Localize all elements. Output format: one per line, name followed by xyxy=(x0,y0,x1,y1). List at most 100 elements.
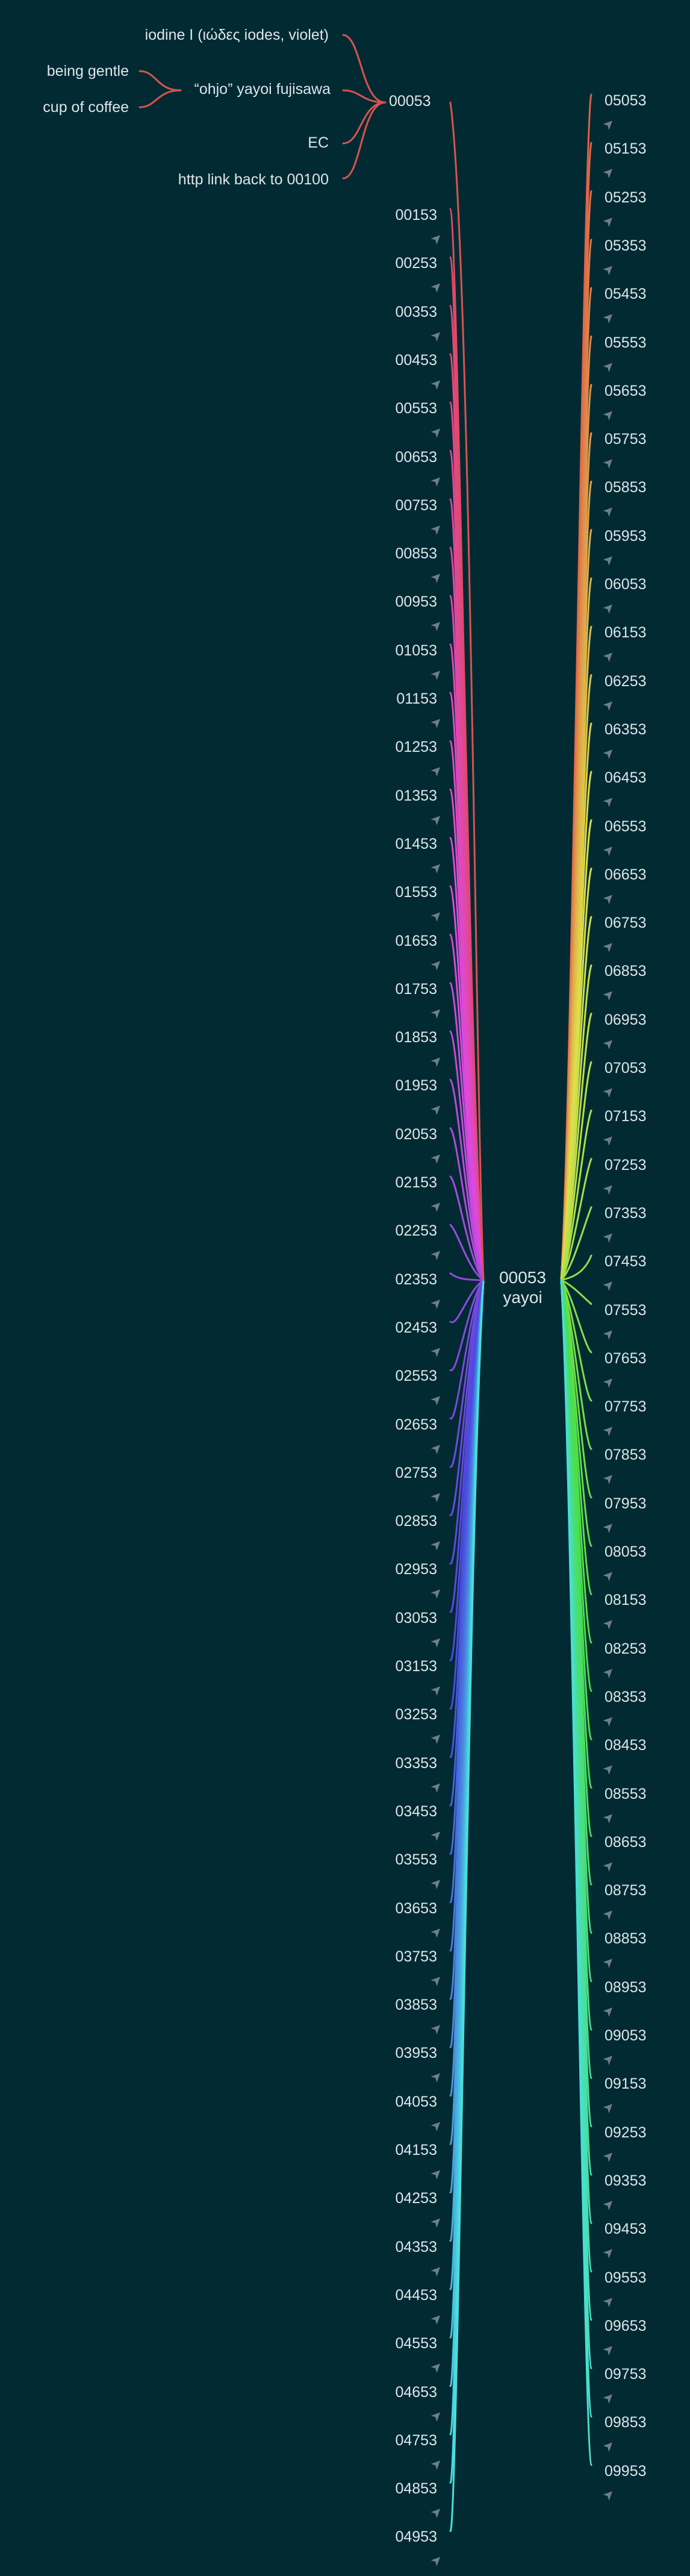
left-node-label[interactable]: 00353 xyxy=(395,303,437,320)
right-node-label[interactable]: 07253 xyxy=(605,1156,647,1174)
left-node-label[interactable]: 01853 xyxy=(395,1029,437,1046)
right-node-label[interactable]: 06453 xyxy=(605,769,647,787)
right-node-label[interactable]: 08953 xyxy=(605,1978,647,1996)
right-node-label[interactable]: 07753 xyxy=(605,1398,647,1416)
right-node-label[interactable]: 06153 xyxy=(605,624,647,642)
right-node-label[interactable]: 05353 xyxy=(605,237,647,254)
right-node-label[interactable]: 07153 xyxy=(605,1108,647,1125)
left-node-label[interactable]: 01953 xyxy=(395,1077,437,1095)
left-node-label[interactable]: 04153 xyxy=(395,2142,437,2159)
right-node-label[interactable]: 08553 xyxy=(605,1785,647,1802)
left-node-label[interactable]: 01553 xyxy=(395,884,437,901)
right-node-label[interactable]: 07953 xyxy=(605,1495,647,1512)
right-node-label[interactable]: 09853 xyxy=(605,2414,647,2431)
left-node-label[interactable]: 02853 xyxy=(395,1513,437,1530)
left-node-label[interactable]: 02153 xyxy=(395,1174,437,1191)
left-node-label[interactable]: 02653 xyxy=(395,1416,437,1433)
left-node-label[interactable]: 04353 xyxy=(395,2238,437,2256)
right-node-label[interactable]: 09453 xyxy=(605,2221,647,2238)
left-node-label[interactable]: 02553 xyxy=(395,1368,437,1385)
right-node-label[interactable]: 05553 xyxy=(605,334,647,351)
left-node-label[interactable]: 00553 xyxy=(395,400,437,417)
right-node-label[interactable]: 05053 xyxy=(605,92,647,109)
right-node-label[interactable]: 08653 xyxy=(605,1833,647,1851)
right-node-label[interactable]: 09253 xyxy=(605,2124,647,2141)
left-node-label[interactable]: 02253 xyxy=(395,1222,437,1240)
left-node-label[interactable]: 03353 xyxy=(395,1754,437,1772)
left-node-label[interactable]: 02053 xyxy=(395,1125,437,1143)
right-node-label[interactable]: 06053 xyxy=(605,576,647,593)
right-node-label[interactable]: 05153 xyxy=(605,140,647,158)
right-node-label[interactable]: 05753 xyxy=(605,431,647,448)
right-node-label[interactable]: 07853 xyxy=(605,1446,647,1464)
right-node-label[interactable]: 06953 xyxy=(605,1011,647,1028)
left-node-label[interactable]: 00253 xyxy=(395,255,437,272)
right-node-label[interactable]: 09653 xyxy=(605,2317,647,2334)
right-node-label[interactable]: 05853 xyxy=(605,479,647,496)
left-node-label[interactable]: 02953 xyxy=(395,1561,437,1578)
right-node-label[interactable]: 06753 xyxy=(605,914,647,932)
left-node-label[interactable]: 03753 xyxy=(395,1948,437,1965)
left-node-label[interactable]: 01353 xyxy=(395,787,437,804)
right-node-label[interactable]: 08753 xyxy=(605,1882,647,1899)
left-node-label[interactable]: 01053 xyxy=(395,642,437,659)
left-node-label[interactable]: 03853 xyxy=(395,1996,437,2014)
right-node-label[interactable]: 07553 xyxy=(605,1301,647,1319)
left-node-label[interactable]: 01653 xyxy=(395,932,437,949)
right-node-label[interactable]: 06253 xyxy=(605,672,647,690)
right-node-label[interactable]: 06553 xyxy=(605,818,647,835)
right-node-label[interactable]: 06853 xyxy=(605,963,647,980)
right-node-label[interactable]: 09753 xyxy=(605,2366,647,2383)
left-node-label[interactable]: 00153 xyxy=(395,207,437,224)
right-node-label[interactable]: 08053 xyxy=(605,1543,647,1560)
right-node-label[interactable]: 08253 xyxy=(605,1640,647,1657)
left-node-label[interactable]: 03053 xyxy=(395,1609,437,1627)
right-node-label[interactable]: 08353 xyxy=(605,1688,647,1705)
right-node-label[interactable]: 09053 xyxy=(605,2027,647,2044)
left-node-label[interactable]: 03253 xyxy=(395,1706,437,1724)
left-node-label[interactable]: 03953 xyxy=(395,2045,437,2062)
left-node-label[interactable]: 04253 xyxy=(395,2190,437,2207)
right-node-label[interactable]: 09553 xyxy=(605,2269,647,2286)
right-node-label[interactable]: 09953 xyxy=(605,2462,647,2480)
left-node-label[interactable]: 04553 xyxy=(395,2335,437,2352)
left-node-label[interactable]: 03553 xyxy=(395,1851,437,1869)
left-node-label[interactable]: 04653 xyxy=(395,2383,437,2401)
left-node-label[interactable]: 01453 xyxy=(395,835,437,852)
left-node-label[interactable]: 04753 xyxy=(395,2431,437,2449)
left-node-label[interactable]: 00453 xyxy=(395,351,437,369)
left-node-label[interactable]: 00853 xyxy=(395,545,437,563)
right-node-label[interactable]: 09353 xyxy=(605,2172,647,2189)
right-node-label[interactable]: 08853 xyxy=(605,1930,647,1948)
left-node-label[interactable]: 00653 xyxy=(395,448,437,466)
right-node-label[interactable]: 08153 xyxy=(605,1592,647,1609)
left-node-label[interactable]: 02353 xyxy=(395,1271,437,1288)
left-node-label[interactable]: 04953 xyxy=(395,2528,437,2546)
right-node-label[interactable]: 07653 xyxy=(605,1349,647,1367)
right-node-label[interactable]: 05953 xyxy=(605,527,647,545)
right-node-label[interactable]: 07053 xyxy=(605,1060,647,1077)
left-node-label[interactable]: 04453 xyxy=(395,2286,437,2304)
right-node-label[interactable]: 06653 xyxy=(605,866,647,883)
right-node-label[interactable]: 06353 xyxy=(605,721,647,738)
right-node-label[interactable]: 05453 xyxy=(605,286,647,303)
left-node-label[interactable]: 04853 xyxy=(395,2480,437,2498)
left-node-label[interactable]: 01753 xyxy=(395,980,437,998)
right-node-label[interactable]: 08453 xyxy=(605,1737,647,1754)
left-node-label[interactable]: 01253 xyxy=(395,739,437,756)
left-node-label[interactable]: 01153 xyxy=(396,690,437,707)
link-00100[interactable]: 00100 xyxy=(287,171,329,188)
left-node-label[interactable]: 00753 xyxy=(395,496,437,514)
right-node-label[interactable]: 07353 xyxy=(605,1204,647,1222)
left-node-label[interactable]: 00953 xyxy=(395,593,437,611)
left-node-label[interactable]: 04053 xyxy=(395,2093,437,2110)
left-node-label[interactable]: 03153 xyxy=(395,1658,437,1675)
left-node-label[interactable]: 03453 xyxy=(395,1802,437,1820)
right-node-label[interactable]: 09153 xyxy=(605,2075,647,2093)
right-node-label[interactable]: 05653 xyxy=(605,382,647,399)
left-node-label[interactable]: 02753 xyxy=(395,1464,437,1481)
right-node-label[interactable]: 05253 xyxy=(605,189,647,206)
left-node-label[interactable]: 03653 xyxy=(395,1899,437,1917)
left-node-label[interactable]: 02453 xyxy=(395,1319,437,1336)
right-node-label[interactable]: 07453 xyxy=(605,1253,647,1271)
